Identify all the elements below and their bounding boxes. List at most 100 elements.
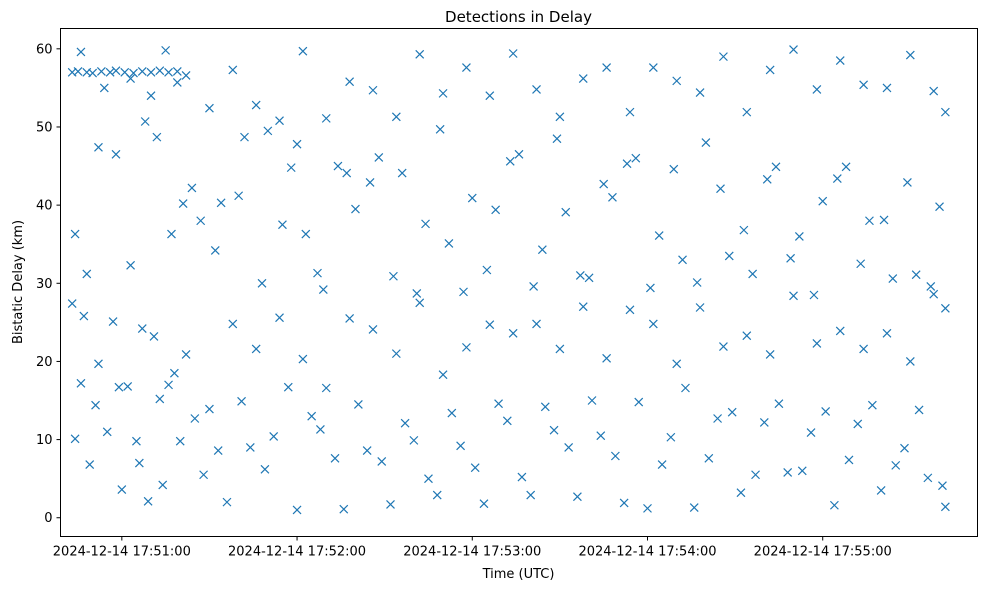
data-point xyxy=(462,63,471,73)
data-point xyxy=(739,225,749,235)
data-point xyxy=(742,107,752,117)
data-point xyxy=(832,174,842,183)
x-tick-label: 2024-12-14 17:55:00 xyxy=(754,545,892,560)
data-point xyxy=(654,231,664,241)
data-point xyxy=(470,463,480,473)
data-point xyxy=(181,349,191,359)
data-point xyxy=(678,255,687,265)
data-point xyxy=(345,77,355,87)
data-point xyxy=(292,139,302,149)
data-point xyxy=(260,464,270,474)
data-point xyxy=(672,76,682,86)
data-point xyxy=(648,63,658,73)
data-point xyxy=(812,85,822,94)
data-point xyxy=(876,485,886,495)
data-point xyxy=(625,107,635,117)
data-point xyxy=(634,397,644,407)
data-point xyxy=(108,317,118,327)
data-point xyxy=(438,370,448,380)
data-point xyxy=(278,220,287,230)
data-point xyxy=(88,68,98,78)
data-point xyxy=(298,46,308,56)
data-point xyxy=(704,453,714,463)
data-point xyxy=(485,91,495,101)
data-point xyxy=(911,270,921,280)
data-point xyxy=(216,198,226,208)
data-point xyxy=(76,378,86,388)
data-point xyxy=(552,134,562,144)
data-point xyxy=(415,49,425,59)
data-point xyxy=(315,425,325,434)
data-point xyxy=(783,467,793,477)
data-point xyxy=(681,383,690,393)
data-point xyxy=(602,353,612,363)
data-point xyxy=(719,342,728,352)
data-point xyxy=(91,400,100,410)
data-point xyxy=(859,80,869,90)
data-point xyxy=(905,357,915,366)
data-point xyxy=(257,278,267,288)
data-point xyxy=(905,50,915,60)
data-point xyxy=(751,470,760,480)
data-point xyxy=(902,178,912,187)
data-point xyxy=(789,291,798,301)
data-point xyxy=(333,161,343,171)
data-point xyxy=(102,427,112,437)
data-point xyxy=(143,496,153,506)
data-point xyxy=(245,442,255,452)
data-point xyxy=(397,168,407,178)
data-point xyxy=(178,199,188,208)
data-point xyxy=(587,396,597,405)
data-point xyxy=(695,88,705,98)
data-point xyxy=(821,407,831,416)
data-point xyxy=(117,485,127,495)
data-point xyxy=(313,268,322,278)
data-point xyxy=(564,442,574,452)
data-point xyxy=(155,394,165,404)
data-point xyxy=(132,436,141,446)
data-point xyxy=(529,281,539,291)
data-point xyxy=(409,435,419,445)
data-point xyxy=(841,162,851,172)
data-point xyxy=(275,116,284,126)
data-point xyxy=(929,289,939,299)
data-point xyxy=(935,202,944,212)
data-point xyxy=(695,303,705,312)
data-point xyxy=(610,451,620,461)
data-point xyxy=(286,163,296,173)
data-point xyxy=(456,441,466,451)
data-point xyxy=(578,74,588,83)
data-point xyxy=(555,344,565,354)
data-point xyxy=(797,466,807,476)
data-point xyxy=(865,216,874,226)
data-point xyxy=(555,112,565,122)
data-point xyxy=(146,91,156,101)
data-point xyxy=(818,196,828,206)
data-point xyxy=(859,344,869,354)
data-point xyxy=(386,500,395,509)
data-point xyxy=(575,271,585,280)
data-point xyxy=(584,273,594,283)
data-point xyxy=(482,265,492,275)
data-point xyxy=(368,324,378,334)
data-point xyxy=(765,65,775,75)
data-point xyxy=(126,74,136,83)
data-point xyxy=(432,490,442,500)
data-point xyxy=(70,229,80,239)
y-tick-label: 20 xyxy=(36,355,53,370)
data-point xyxy=(251,344,261,354)
data-point xyxy=(648,319,658,329)
data-point xyxy=(152,132,162,142)
y-tick-label: 60 xyxy=(36,42,53,57)
data-point xyxy=(164,67,173,77)
data-point xyxy=(596,431,606,441)
data-point xyxy=(400,418,410,428)
data-point xyxy=(508,328,518,338)
data-points xyxy=(67,45,950,515)
data-point xyxy=(82,269,92,279)
data-point xyxy=(926,281,936,291)
data-point xyxy=(643,503,652,513)
data-point xyxy=(123,382,133,391)
data-point xyxy=(415,298,425,308)
data-point xyxy=(181,70,191,80)
